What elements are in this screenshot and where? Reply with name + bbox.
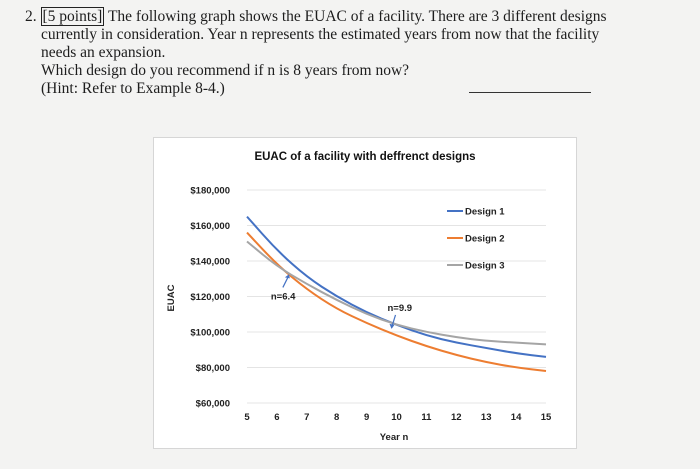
question-line-3: needs an expansion. [41, 44, 166, 61]
x-tick-label: 8 [334, 412, 339, 423]
euac-chart: EUAC of a facility with deffrenct design… [166, 151, 552, 443]
y-tick-label: $80,000 [196, 363, 230, 374]
x-tick-label: 14 [511, 412, 522, 423]
y-tick-labels: $60,000 $80,000 $100,000 $120,000 $140,000 $1… [190, 186, 230, 410]
y-tick-label: $100,000 [190, 328, 230, 339]
chart-title: EUAC of a facility with deffrenct design… [254, 151, 475, 163]
x-tick-label: 7 [304, 412, 309, 423]
annotations: n=6.4 n=9.9 [271, 274, 413, 329]
x-tick-label: 6 [274, 412, 279, 423]
question-number: 2. [25, 8, 37, 25]
x-tick-label: 13 [481, 412, 492, 423]
question-line-4: Which design do you recommend if n is 8 … [41, 62, 410, 79]
series-lines [246, 215, 547, 373]
y-tick-label: $160,000 [190, 221, 230, 232]
legend: Design 1 Design 2 Design 3 [447, 207, 505, 272]
question-points: [5 points] [40, 7, 105, 26]
x-tick-label: 12 [451, 412, 462, 423]
y-tick-label: $180,000 [190, 186, 230, 197]
answer-blank-line[interactable] [469, 92, 591, 93]
y-tick-label: $120,000 [190, 292, 230, 303]
annotation-arrowhead [389, 323, 395, 329]
y-tick-label: $60,000 [196, 399, 230, 410]
x-tick-label: 15 [541, 412, 552, 423]
x-axis-label: Year n [380, 432, 409, 443]
question-line-1-text: The following graph shows the EUAC of a … [107, 8, 607, 25]
series-line-design-3 [246, 240, 547, 346]
legend-label: Design 1 [465, 207, 505, 218]
legend-label: Design 3 [465, 261, 505, 272]
y-tick-label: $140,000 [190, 257, 230, 268]
x-tick-label: 11 [421, 412, 432, 423]
chart-card: EUAC of a facility with deffrenct design… [153, 137, 577, 449]
y-axis-label: EUAC [166, 284, 177, 311]
x-tick-labels: 5 6 7 8 9 10 11 12 13 14 15 [244, 412, 552, 423]
question-line-1: 2. [5 points] The following graph shows … [25, 7, 690, 26]
gridlines [247, 189, 546, 404]
annotation-arrowhead [284, 274, 290, 279]
legend-label: Design 2 [465, 234, 505, 245]
annotation-label: n=9.9 [388, 303, 413, 314]
question-line-2: currently in consideration. Year n repre… [41, 26, 600, 43]
x-tick-label: 9 [364, 412, 369, 423]
question-text: 2. [5 points] The following graph shows … [25, 7, 690, 98]
annotation-label: n=6.4 [271, 291, 296, 302]
question-hint: (Hint: Refer to Example 8-4.) [41, 80, 225, 97]
x-tick-label: 10 [391, 412, 402, 423]
x-tick-label: 5 [244, 412, 250, 423]
